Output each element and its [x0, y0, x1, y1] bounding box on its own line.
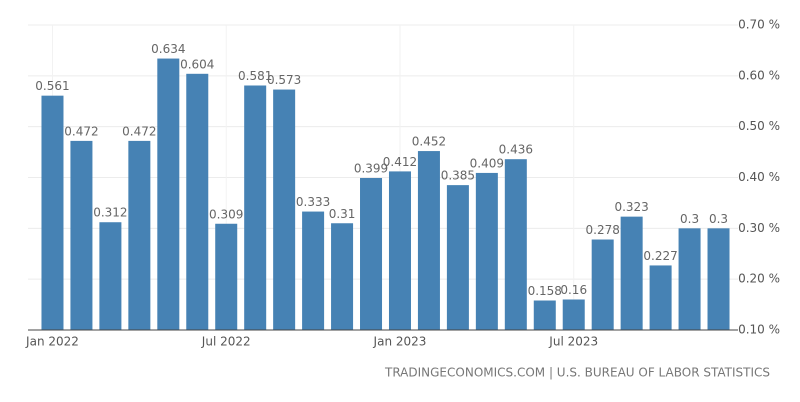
bar	[446, 185, 469, 330]
data-label: 0.385	[441, 169, 475, 183]
bar	[707, 228, 730, 330]
bar	[504, 159, 527, 330]
data-label: 0.412	[383, 155, 417, 169]
y-tick-label: 0.20 %	[738, 272, 780, 286]
bar	[620, 216, 643, 330]
y-tick-label: 0.30 %	[738, 221, 780, 235]
y-tick-label: 0.60 %	[738, 68, 780, 82]
data-label: 0.581	[238, 69, 272, 83]
data-label: 0.573	[267, 73, 301, 87]
data-label: 0.472	[64, 124, 98, 138]
x-tick-label: Jul 2022	[201, 335, 251, 349]
data-label: 0.227	[643, 249, 677, 263]
bar	[41, 95, 64, 331]
bar	[649, 265, 672, 330]
bar	[70, 140, 93, 330]
data-label: 0.333	[296, 195, 330, 209]
bar	[273, 89, 296, 330]
bar	[417, 151, 440, 330]
bar	[475, 172, 498, 330]
bar	[186, 73, 209, 331]
data-label: 0.409	[470, 156, 504, 170]
x-tick-label: Jul 2023	[548, 335, 598, 349]
source: TRADINGECONOMICS.COM | U.S. BUREAU OF LA…	[384, 366, 770, 380]
bar	[128, 140, 151, 330]
data-label: 0.309	[209, 207, 243, 221]
data-label: 0.16	[560, 283, 587, 297]
x-tick-label: Jan 2023	[373, 335, 427, 349]
bar	[591, 239, 614, 330]
bar	[215, 223, 238, 330]
bar	[99, 222, 122, 330]
data-label: 0.604	[180, 57, 214, 71]
y-tick-label: 0.10 %	[738, 323, 780, 337]
data-label: 0.399	[354, 162, 388, 176]
data-label: 0.278	[586, 223, 620, 237]
x-tick-label: Jan 2022	[25, 335, 79, 349]
data-label: 0.3	[709, 212, 728, 226]
bar	[244, 85, 267, 330]
y-tick-label: 0.40 %	[738, 170, 780, 184]
data-label: 0.31	[329, 207, 356, 221]
bar	[533, 300, 556, 330]
bar	[157, 58, 180, 331]
data-label: 0.436	[499, 143, 533, 157]
data-label: 0.158	[528, 284, 562, 298]
y-tick-label: 0.50 %	[738, 119, 780, 133]
data-label: 0.634	[151, 42, 185, 56]
bar	[562, 299, 585, 330]
data-label: 0.312	[93, 206, 127, 220]
bar	[302, 211, 325, 330]
data-label: 0.561	[35, 79, 69, 93]
data-label: 0.3	[680, 212, 699, 226]
bar	[331, 223, 354, 330]
bar	[360, 178, 383, 330]
data-label: 0.472	[122, 124, 156, 138]
bar	[388, 171, 411, 330]
data-label: 0.452	[412, 135, 446, 149]
y-tick-label: 0.70 %	[738, 18, 780, 32]
data-label: 0.323	[614, 200, 648, 214]
bar	[678, 228, 701, 330]
